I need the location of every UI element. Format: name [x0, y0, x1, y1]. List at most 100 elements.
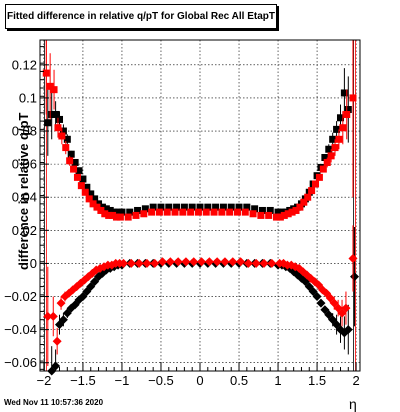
- data-point-diamond: [181, 257, 191, 267]
- data-point-square: [235, 203, 243, 211]
- data-point-square: [300, 198, 308, 206]
- data-point-square: [118, 208, 126, 216]
- data-point-diamond: [142, 258, 152, 268]
- data-point-square: [329, 135, 337, 143]
- data-point-square: [85, 195, 93, 203]
- data-point-square: [89, 200, 97, 208]
- data-point-diamond: [243, 258, 253, 268]
- data-point-square: [173, 203, 181, 211]
- x-tick-label: 0.5: [230, 373, 248, 388]
- data-point-square: [180, 203, 188, 211]
- data-point-diamond: [56, 298, 66, 308]
- data-point-square: [140, 210, 148, 218]
- data-point-square: [62, 144, 70, 152]
- data-point-square: [134, 206, 142, 214]
- y-tick-label: −0.06: [4, 355, 37, 370]
- data-point-square: [179, 208, 187, 216]
- data-point-square: [63, 135, 71, 143]
- data-point-diamond: [228, 257, 238, 267]
- data-point-square: [194, 208, 202, 216]
- data-point-square: [59, 127, 67, 135]
- data-point-diamond: [134, 258, 144, 268]
- data-point-square: [204, 203, 212, 211]
- data-point-diamond: [316, 298, 326, 308]
- data-point-diamond: [312, 292, 322, 302]
- data-point-square: [331, 144, 339, 152]
- data-point-square: [226, 208, 234, 216]
- data-point-square: [243, 203, 251, 211]
- x-axis-label: η: [349, 396, 357, 412]
- x-tick-label: −1.5: [70, 373, 96, 388]
- y-tick-label: 0: [30, 256, 37, 271]
- data-point-square: [132, 211, 140, 219]
- data-point-square: [157, 203, 165, 211]
- data-point-square: [292, 206, 300, 214]
- data-point-square: [87, 190, 95, 198]
- data-point-square: [340, 89, 348, 97]
- data-point-square: [325, 145, 333, 153]
- data-point-square: [249, 210, 257, 218]
- data-point-diamond: [204, 257, 214, 267]
- x-tick-label: 0: [196, 373, 203, 388]
- data-point-square: [258, 206, 266, 214]
- data-point-diamond: [48, 311, 58, 321]
- series-1: [42, 40, 357, 221]
- data-point-square: [349, 94, 357, 102]
- data-point-square: [101, 210, 109, 218]
- y-tick-label: −0.04: [4, 322, 37, 337]
- y-tick-label: 0.1: [19, 90, 37, 105]
- x-tick-label: 1.5: [308, 373, 326, 388]
- y-tick-label: 0.08: [12, 124, 37, 139]
- data-point-square: [75, 167, 83, 175]
- data-point-square: [272, 213, 280, 221]
- y-tick-label: −0.02: [4, 289, 37, 304]
- series-2: [47, 227, 360, 376]
- data-point-square: [257, 211, 265, 219]
- data-point-diamond: [52, 336, 62, 346]
- data-point-square: [319, 165, 327, 173]
- data-point-square: [66, 157, 74, 165]
- data-point-square: [79, 175, 87, 183]
- data-point-square: [102, 205, 110, 213]
- data-point-square: [296, 203, 304, 211]
- data-point-square: [163, 208, 171, 216]
- data-point-square: [52, 110, 60, 118]
- x-tick-label: −2: [36, 373, 51, 388]
- data-point-diamond: [236, 257, 246, 267]
- data-point-square: [106, 206, 114, 214]
- y-tick-label: 0.04: [12, 190, 37, 205]
- data-series: [42, 40, 360, 376]
- data-point-square: [343, 110, 351, 118]
- data-point-square: [81, 188, 89, 196]
- data-point-square: [315, 173, 323, 181]
- data-point-square: [77, 182, 85, 190]
- data-point-square: [233, 208, 241, 216]
- timestamp: Wed Nov 11 10:57:36 2020: [4, 398, 104, 407]
- data-point-square: [276, 213, 284, 221]
- data-point-square: [171, 208, 179, 216]
- data-point-diamond: [212, 257, 222, 267]
- data-point-square: [284, 210, 292, 218]
- x-tick-label: 1: [274, 373, 281, 388]
- data-point-diamond: [220, 257, 230, 267]
- data-point-square: [44, 119, 52, 127]
- data-point-square: [109, 211, 117, 219]
- data-point-diamond: [173, 257, 183, 267]
- data-point-square: [335, 135, 343, 143]
- data-point-square: [312, 180, 320, 188]
- data-point-square: [188, 203, 196, 211]
- data-point-square: [288, 208, 296, 216]
- data-point-square: [97, 206, 105, 214]
- data-point-diamond: [126, 258, 136, 268]
- data-point-square: [304, 193, 312, 201]
- data-point-square: [67, 150, 75, 158]
- data-point-square: [196, 203, 204, 211]
- y-tick-label: 0.06: [12, 157, 37, 172]
- chart-title: Fitted difference in relative q/pT for G…: [5, 4, 277, 29]
- data-point-square: [116, 213, 124, 221]
- series-0: [44, 68, 352, 216]
- data-point-square: [187, 208, 195, 216]
- data-point-square: [148, 208, 156, 216]
- data-point-square: [46, 82, 54, 90]
